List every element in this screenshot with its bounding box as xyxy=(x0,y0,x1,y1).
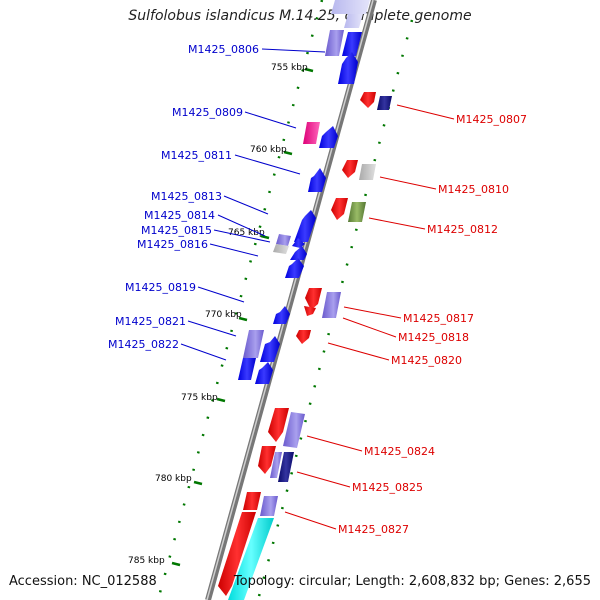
gene-feature[interactable] xyxy=(303,122,320,144)
reverse-labels: M1425_0807 M1425_0810 M1425_0812 M1425_0… xyxy=(338,113,527,536)
gene-feature[interactable] xyxy=(304,306,316,316)
gene-label[interactable]: M1425_0813 xyxy=(151,190,222,203)
gene-label[interactable]: M1425_0816 xyxy=(137,238,208,251)
gene-feature[interactable] xyxy=(338,52,358,84)
reverse-leaders xyxy=(284,104,455,530)
gene-feature[interactable] xyxy=(243,492,261,510)
gene-label[interactable]: M1425_0807 xyxy=(456,113,527,126)
gene-label[interactable]: M1425_0812 xyxy=(427,223,498,236)
gene-feature[interactable] xyxy=(285,258,304,278)
gene-feature[interactable] xyxy=(359,164,376,180)
gene-feature[interactable] xyxy=(360,92,376,108)
gene-label[interactable]: M1425_0806 xyxy=(188,43,259,56)
gene-label[interactable]: M1425_0824 xyxy=(364,445,435,458)
tick-marks xyxy=(171,67,314,567)
gene-feature[interactable] xyxy=(273,244,289,254)
gene-feature[interactable] xyxy=(255,362,273,384)
tick-label: 765 kbp xyxy=(228,228,265,238)
gene-label[interactable]: M1425_0817 xyxy=(403,312,474,325)
tick-label: 780 kbp xyxy=(155,474,192,484)
gene-feature[interactable] xyxy=(260,496,278,516)
gene-feature[interactable] xyxy=(344,14,363,28)
reverse-genes xyxy=(218,92,392,600)
forward-genes xyxy=(238,30,362,384)
forward-labels: M1425_0806 M1425_0809 M1425_0811 M1425_0… xyxy=(108,43,259,351)
gene-feature[interactable] xyxy=(342,32,362,56)
gene-feature[interactable] xyxy=(238,358,256,380)
gene-label[interactable]: M1425_0815 xyxy=(141,224,212,237)
gene-feature[interactable] xyxy=(377,96,392,110)
genome-summary-text: Topology: circular; Length: 2,608,832 bp… xyxy=(233,574,591,589)
genome-backbone xyxy=(205,0,377,600)
tick-label: 785 kbp xyxy=(128,556,165,566)
gene-feature[interactable] xyxy=(228,518,274,600)
gene-label[interactable]: M1425_0818 xyxy=(398,331,469,344)
forward-leaders xyxy=(180,48,326,361)
gene-feature[interactable] xyxy=(260,336,280,362)
gene-label[interactable]: M1425_0814 xyxy=(144,209,215,222)
gene-feature[interactable] xyxy=(319,126,338,148)
gene-feature[interactable] xyxy=(278,452,294,482)
gene-feature[interactable] xyxy=(270,452,282,478)
gene-feature[interactable] xyxy=(290,246,307,260)
gene-feature[interactable] xyxy=(243,330,264,358)
gene-feature[interactable] xyxy=(268,408,289,442)
gene-label[interactable]: M1425_0819 xyxy=(125,281,196,294)
gene-feature[interactable] xyxy=(331,0,370,14)
gene-label[interactable]: M1425_0809 xyxy=(172,106,243,119)
gene-label[interactable]: M1425_0811 xyxy=(161,149,232,162)
gene-label[interactable]: M1425_0827 xyxy=(338,523,409,536)
tick-label: 755 kbp xyxy=(271,63,308,73)
tick-label: 775 kbp xyxy=(181,393,218,403)
gene-feature[interactable] xyxy=(258,446,276,474)
gene-feature[interactable] xyxy=(325,30,344,56)
gene-feature[interactable] xyxy=(305,288,322,310)
map-title: Sulfolobus islandicus M.14.25, complete … xyxy=(128,8,472,24)
gene-feature[interactable] xyxy=(342,160,358,178)
gene-feature[interactable] xyxy=(283,412,305,448)
tick-labels: 755 kbp 760 kbp 765 kbp 770 kbp 775 kbp … xyxy=(128,63,308,566)
gene-feature[interactable] xyxy=(292,238,305,248)
tick-label: 760 kbp xyxy=(250,145,287,155)
gene-label[interactable]: M1425_0820 xyxy=(391,354,462,367)
gene-feature[interactable] xyxy=(296,330,311,344)
gene-feature[interactable] xyxy=(348,202,366,222)
accession-text: Accession: NC_012588 xyxy=(9,574,157,589)
gene-feature[interactable] xyxy=(308,168,326,192)
gene-label[interactable]: M1425_0821 xyxy=(115,315,186,328)
gene-feature[interactable] xyxy=(218,512,256,596)
gene-label[interactable]: M1425_0810 xyxy=(438,183,509,196)
tick-label: 770 kbp xyxy=(205,310,242,320)
gene-feature[interactable] xyxy=(331,198,348,220)
gene-feature[interactable] xyxy=(273,306,290,324)
inner-dotted-guide xyxy=(156,0,324,600)
gene-feature[interactable] xyxy=(294,210,316,242)
gene-label[interactable]: M1425_0825 xyxy=(352,481,423,494)
gene-feature[interactable] xyxy=(322,292,341,318)
gene-label[interactable]: M1425_0822 xyxy=(108,338,179,351)
gene-feature[interactable] xyxy=(276,234,291,246)
